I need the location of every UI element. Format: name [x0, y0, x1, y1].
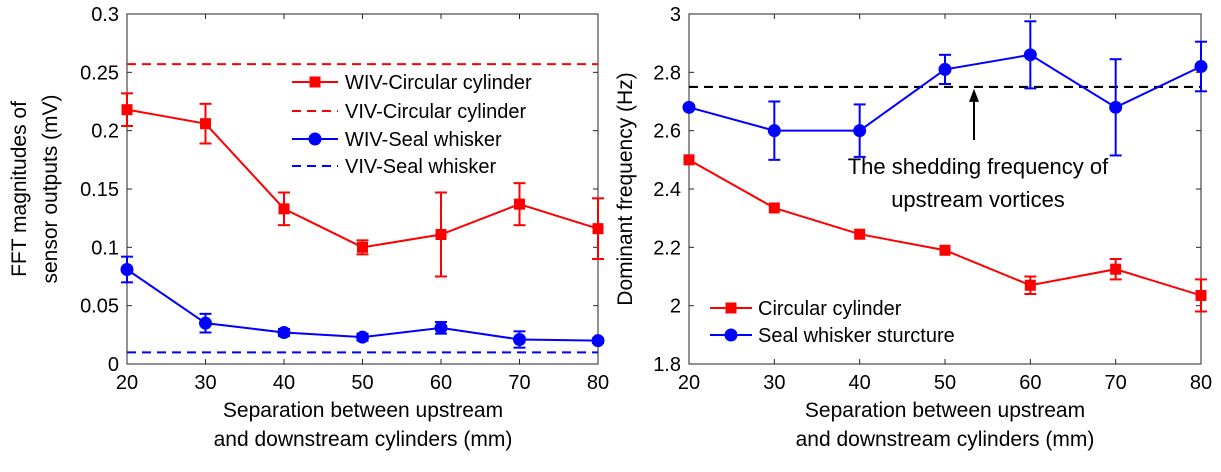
- legend-label: WIV-Circular cylinder: [345, 72, 532, 94]
- y-axis-label: sensor outputs (mV): [39, 94, 62, 283]
- x-tick-label: 30: [763, 372, 785, 394]
- legend-marker: [726, 303, 737, 314]
- x-tick-label: 50: [934, 372, 956, 394]
- legend-label: WIV-Seal whisker: [345, 129, 502, 151]
- y-tick-label: 1.8: [653, 354, 681, 376]
- figure: 20 30 40 50 60 70 80 0 0.05 0.1 0.15 0.2 0.25 0.3 Sepa…: [0, 0, 1221, 472]
- data-point: [592, 334, 605, 347]
- x-tick-label: 80: [1190, 372, 1212, 394]
- data-point: [1025, 280, 1036, 291]
- data-point: [854, 229, 865, 240]
- legend-label: VIV-Circular cylinder: [345, 101, 527, 123]
- legend-label: Seal whisker sturcture: [758, 325, 955, 347]
- data-point: [278, 326, 291, 339]
- data-point: [593, 223, 604, 234]
- legend-marker: [309, 133, 322, 146]
- data-point: [768, 124, 781, 137]
- x-axis-label: Separation between upstream: [223, 399, 503, 422]
- y-tick-label: 0.25: [80, 62, 119, 84]
- y-tick-label: 2.8: [653, 62, 681, 84]
- legend-entry: WIV-Circular cylinder: [292, 72, 532, 94]
- data-point: [939, 63, 952, 76]
- data-point: [684, 154, 695, 165]
- x-axis-label: and downstream cylinders (mm): [796, 428, 1095, 451]
- y-axis-label: Dominant frequency (Hz): [614, 72, 637, 305]
- data-point: [1196, 290, 1207, 301]
- data-point: [940, 245, 951, 256]
- data-point: [1024, 48, 1037, 61]
- data-point: [356, 331, 369, 344]
- y-tick-label: 0.1: [91, 237, 119, 259]
- legend-entry: VIV-Circular cylinder: [292, 101, 527, 123]
- y-tick-label: 0.3: [91, 4, 119, 26]
- data-point: [1195, 60, 1208, 73]
- legend-entry: Seal whisker sturcture: [710, 325, 955, 347]
- y-tick-label: 2: [670, 296, 681, 318]
- annotation-arrowhead: [969, 89, 979, 102]
- plot-frame: [127, 14, 598, 364]
- y-tick-label: 2.6: [653, 121, 681, 143]
- data-point: [435, 321, 448, 334]
- legend-marker: [310, 77, 321, 88]
- x-tick-label: 60: [1019, 372, 1041, 394]
- legend-label: VIV-Seal whisker: [345, 156, 497, 178]
- series-line-wiv-seal-whisker: [127, 270, 598, 341]
- x-axis-label: Separation between upstream: [805, 399, 1085, 422]
- x-tick-label: 80: [587, 372, 609, 394]
- legend-entry: WIV-Seal whisker: [292, 129, 502, 151]
- y-tick-label: 0: [108, 354, 119, 376]
- data-point: [683, 101, 696, 114]
- x-tick-label: 40: [849, 372, 871, 394]
- legend-entry: VIV-Seal whisker: [292, 156, 497, 178]
- data-point: [121, 263, 134, 276]
- x-tick-label: 70: [1105, 372, 1127, 394]
- x-tick-label: 20: [116, 372, 138, 394]
- y-tick-label: 0.2: [91, 121, 119, 143]
- legend-marker: [725, 329, 738, 342]
- data-point: [357, 242, 368, 253]
- annotation-text: The shedding frequency of: [848, 154, 1109, 179]
- legend-entry: Circular cylinder: [710, 298, 902, 320]
- data-point: [769, 202, 780, 213]
- annotation-text: upstream vortices: [891, 187, 1065, 212]
- y-tick-label: 3: [670, 4, 681, 26]
- x-tick-label: 40: [273, 372, 295, 394]
- legend-label: Circular cylinder: [758, 298, 902, 320]
- y-tick-label: 2.2: [653, 237, 681, 259]
- data-point: [1109, 101, 1122, 114]
- data-point: [853, 124, 866, 137]
- x-tick-label: 20: [678, 372, 700, 394]
- y-axis-label: FFT magnitudes of: [8, 101, 31, 277]
- series-line-circular-cylinder: [689, 160, 1201, 296]
- x-tick-label: 50: [351, 372, 373, 394]
- data-point: [279, 203, 290, 214]
- x-tick-label: 30: [194, 372, 216, 394]
- data-point: [199, 317, 212, 330]
- chart-panel-2: 20 30 40 50 60 70 80 1.8 2 2.2 2.4 2.6 2.8 3 Separatio…: [614, 4, 1212, 451]
- x-tick-label: 70: [508, 372, 530, 394]
- x-axis-label: and downstream cylinders (mm): [214, 428, 513, 451]
- data-point: [1110, 264, 1121, 275]
- x-tick-label: 60: [430, 372, 452, 394]
- data-point: [513, 333, 526, 346]
- y-tick-label: 0.05: [80, 296, 119, 318]
- data-point: [200, 118, 211, 129]
- data-point: [122, 104, 133, 115]
- data-point: [436, 229, 447, 240]
- y-tick-label: 2.4: [653, 179, 681, 201]
- data-point: [514, 199, 525, 210]
- chart-panel-1: 20 30 40 50 60 70 80 0 0.05 0.1 0.15 0.2 0.25 0.3 Sepa…: [8, 4, 609, 451]
- y-tick-label: 0.15: [80, 179, 119, 201]
